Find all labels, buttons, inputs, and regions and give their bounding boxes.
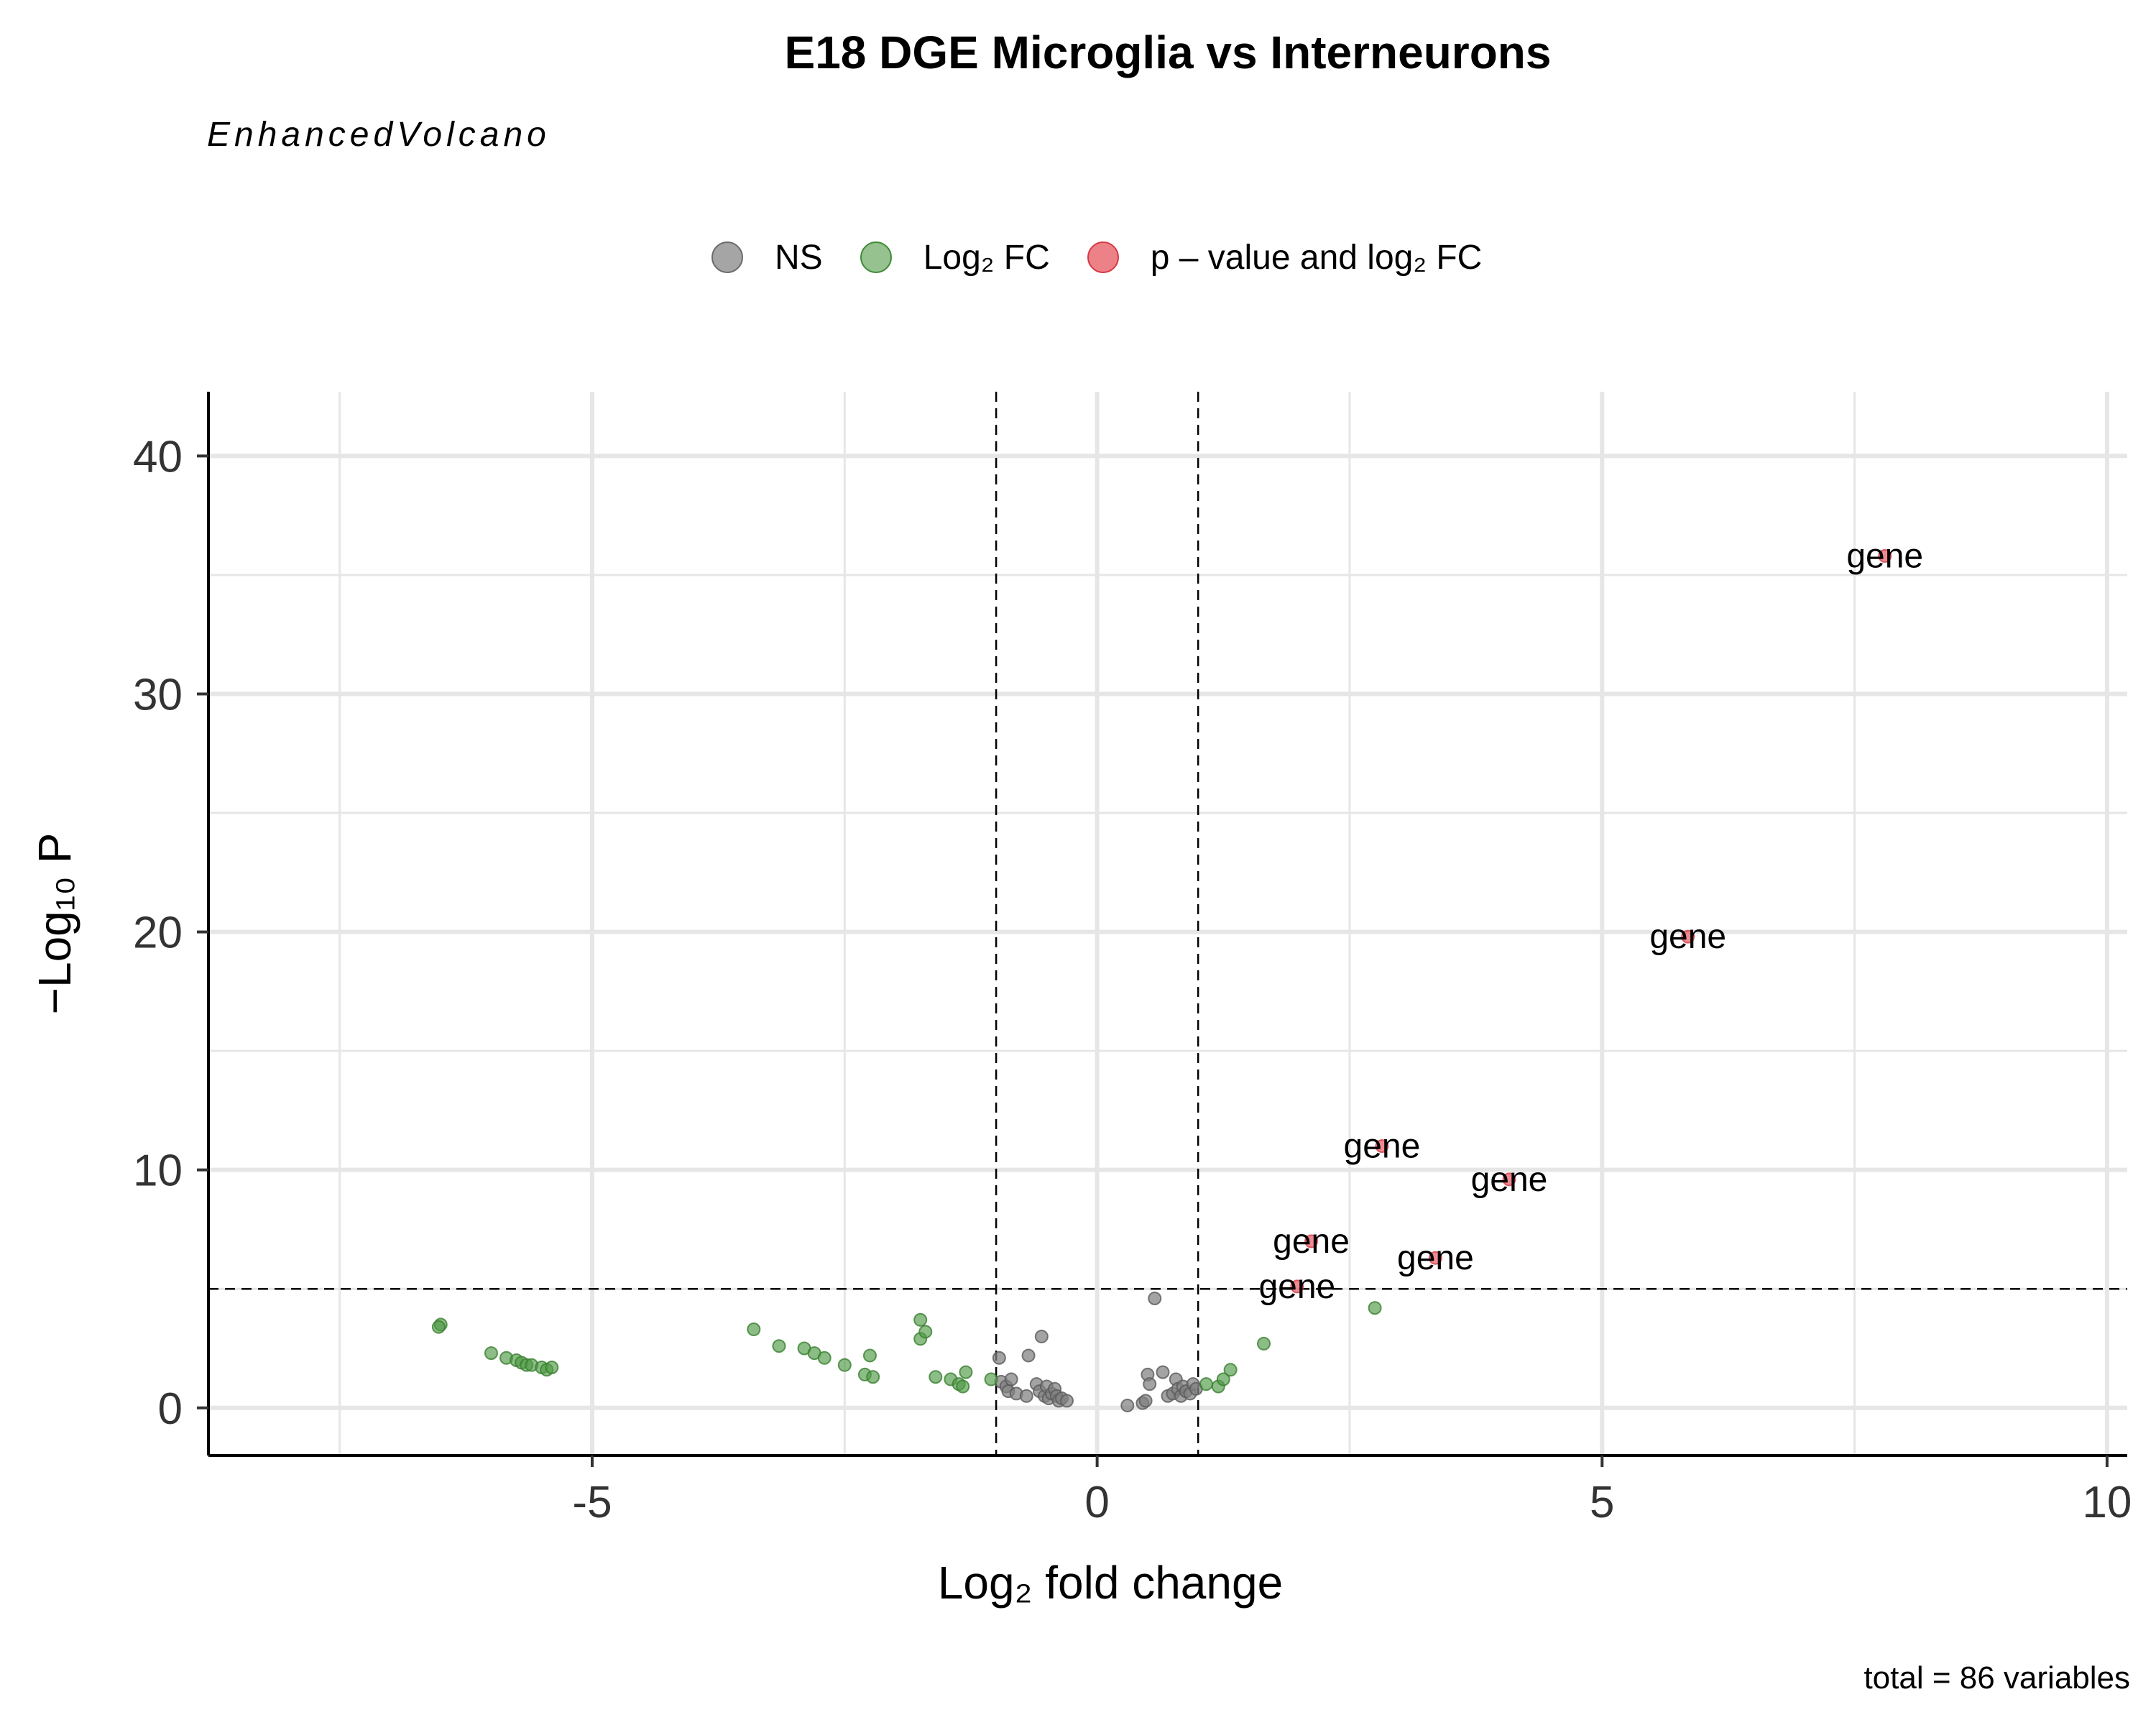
legend-item-log2fc: Log₂ FC [860,238,1050,277]
caption-total-variables: total = 86 variables [1864,1660,2130,1696]
data-point-ns [1034,1329,1049,1343]
y-tick-label: 10 [133,1146,183,1196]
legend-label-pvalue-and-log2fc: p – value and log₂ FC [1150,238,1483,277]
data-point-log2fc [1223,1363,1238,1377]
legend-marker-pvalue-and-log2fc [1087,242,1119,273]
data-point-log2fc [929,1370,943,1384]
x-tick-label: 10 [2082,1478,2132,1527]
data-point-log2fc [918,1325,933,1339]
data-point-ns [1059,1394,1074,1408]
legend-item-ns: NS [711,238,823,277]
data-point-pvalue-and-log2fc [1502,1172,1516,1187]
data-point-log2fc [484,1346,498,1361]
gene-label: gene [1649,918,1726,956]
data-point-pvalue-and-log2fc [1375,1139,1389,1154]
legend-label-log2fc: Log₂ FC [923,238,1050,277]
data-point-log2fc [1368,1301,1382,1315]
data-point-pvalue-and-log2fc [1304,1234,1319,1248]
legend: NS Log₂ FC p – value and log₂ FC [711,231,1519,283]
data-point-log2fc [545,1360,559,1374]
data-point-pvalue-and-log2fc [1428,1251,1442,1265]
y-tick-label: 20 [133,908,183,958]
data-point-pvalue-and-log2fc [1290,1279,1304,1294]
legend-item-pvalue-and-log2fc: p – value and log₂ FC [1087,238,1483,277]
y-tick-label: 30 [133,670,183,719]
y-tick-label: 40 [133,432,183,482]
data-point-log2fc [817,1351,831,1365]
data-point-log2fc [862,1348,877,1363]
x-axis-title: Log₂ fold change [938,1557,1283,1609]
x-tick-label: 5 [1590,1478,1614,1527]
legend-marker-log2fc [860,242,892,273]
data-point-ns [1156,1365,1170,1379]
data-point-log2fc [956,1379,970,1394]
gene-label: gene [1471,1161,1548,1199]
data-point-log2fc [772,1339,786,1353]
data-point-ns [1138,1394,1153,1408]
data-point-ns [1148,1291,1162,1305]
data-point-ns [1021,1348,1036,1363]
y-tick-label: 0 [158,1384,183,1434]
gene-label: gene [1273,1223,1350,1261]
data-point-log2fc [1257,1336,1271,1351]
x-tick-label: 0 [1084,1478,1109,1527]
data-point-log2fc [1216,1372,1230,1386]
gene-label: gene [1846,537,1923,575]
data-point-ns [1120,1398,1135,1412]
data-point-ns [1004,1372,1018,1386]
chart-title: E18 DGE Microglia vs Interneurons [784,27,1552,78]
gene-label: gene [1344,1128,1421,1166]
gene-label: gene [1397,1239,1474,1277]
data-point-ns [1019,1389,1033,1403]
x-tick-label: -5 [572,1478,612,1527]
legend-marker-ns [711,242,743,273]
gene-label: gene [1258,1268,1335,1306]
data-point-log2fc [747,1322,761,1337]
data-point-log2fc [1199,1377,1213,1392]
data-point-log2fc [913,1312,928,1327]
data-point-log2fc [431,1320,446,1334]
data-point-log2fc [837,1358,852,1372]
y-axis-title: −Log₁₀ P [29,833,80,1015]
data-point-pvalue-and-log2fc [1681,929,1695,944]
data-point-ns [1143,1377,1157,1392]
data-point-log2fc [866,1370,880,1384]
legend-label-ns: NS [775,238,823,277]
data-point-ns [992,1351,1006,1365]
chart-subtitle: EnhancedVolcano [207,116,550,154]
data-point-log2fc [984,1372,998,1386]
data-point-pvalue-and-log2fc [1878,548,1892,563]
data-point-log2fc [959,1365,973,1379]
